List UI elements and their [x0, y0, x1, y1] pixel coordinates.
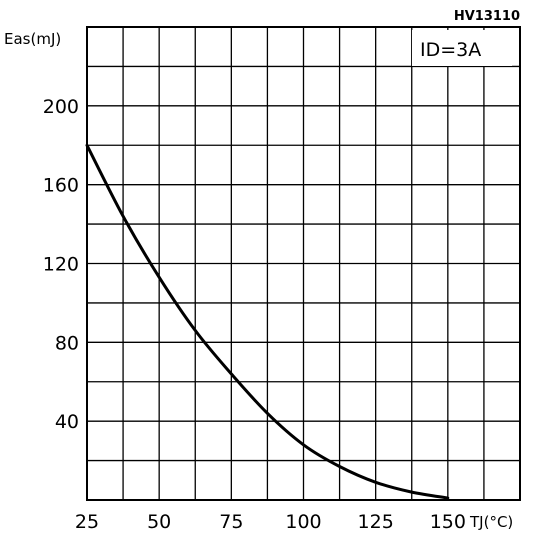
annotation-current: ID=3A [420, 39, 481, 61]
grid [87, 27, 520, 500]
x-tick-label: 25 [75, 511, 99, 533]
x-tick-label: 75 [219, 511, 243, 533]
y-tick-label: 160 [43, 175, 79, 197]
x-tick-label: 100 [285, 511, 321, 533]
y-tick-label: 40 [55, 411, 79, 433]
x-tick-labels: 25 50 75 100 125 150 [75, 511, 466, 533]
figure-code: HV13110 [454, 9, 520, 24]
plot-frame [86, 26, 521, 501]
x-tick-label: 125 [358, 511, 394, 533]
x-axis-label: TJ(°C) [469, 513, 513, 531]
y-tick-label: 200 [43, 96, 79, 118]
y-tick-labels: 40 80 120 160 200 [43, 96, 79, 433]
annotation-background [412, 30, 512, 66]
y-tick-label: 120 [43, 254, 79, 276]
x-tick-label: 150 [430, 511, 466, 533]
x-tick-label: 50 [147, 511, 171, 533]
y-axis-label: Eas(mJ) [4, 30, 61, 48]
series-line [85, 143, 450, 500]
y-tick-label: 80 [55, 332, 79, 354]
